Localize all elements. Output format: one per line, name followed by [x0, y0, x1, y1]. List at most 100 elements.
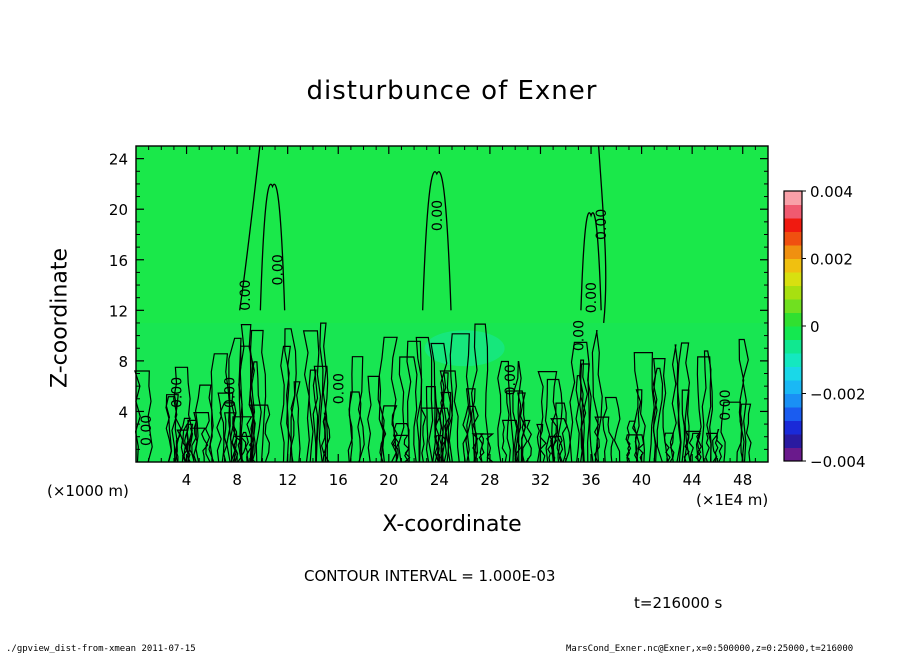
contour-line: [536, 423, 547, 463]
contour-line: [512, 361, 522, 463]
x-unit-label: (×1000 m): [47, 482, 129, 500]
time-text: t=216000 s: [634, 594, 723, 612]
contour-label: 0.00: [584, 282, 600, 313]
colorbar-segment: [784, 231, 802, 246]
colorbar-label: −0.004: [810, 453, 866, 471]
contour-line: [422, 171, 452, 311]
contour-line: [712, 429, 723, 463]
contour-line: [537, 371, 559, 463]
colorbar-segment: [784, 420, 802, 435]
contour-line: [175, 429, 189, 463]
contour-line: [320, 412, 331, 463]
colorbar-segment: [784, 434, 802, 448]
x-tick-label: 20: [379, 471, 398, 489]
contour-line: [239, 324, 255, 463]
contour-line: [602, 396, 621, 463]
y-tick-label: 20: [109, 201, 128, 219]
contour-line: [521, 419, 532, 463]
contour-line: [186, 427, 209, 463]
x-tick-label: 8: [232, 471, 242, 489]
colorbar-segment: [784, 258, 802, 273]
colorbar-segment: [784, 407, 802, 421]
colorbar-label: 0.004: [810, 183, 853, 201]
contour-line: [579, 359, 589, 463]
contour-line: [392, 434, 411, 463]
contour-line: [550, 418, 568, 463]
x-tick-label: 44: [683, 471, 702, 489]
contour-line: [625, 434, 645, 463]
contour-line: [626, 420, 639, 463]
contour-line: [406, 340, 423, 463]
contour-line: [701, 350, 712, 463]
contour-line: [367, 375, 385, 463]
contour-line: [569, 341, 590, 463]
chart-title: disturbunce of Exner: [306, 76, 598, 106]
contour-label: 0.00: [223, 377, 239, 408]
contour-label: 0.00: [718, 390, 734, 421]
contour-label: 0.00: [430, 200, 446, 231]
x-tick-label: 4: [182, 471, 192, 489]
contour-label: 0.00: [170, 377, 186, 408]
contour-label: 0.00: [271, 254, 287, 285]
contour-line: [633, 352, 655, 463]
contour-line: [379, 405, 398, 463]
contour-label: 0.00: [594, 209, 610, 240]
contour-lines: [134, 145, 752, 463]
contour-label: 0.00: [571, 320, 587, 351]
x-tick-label: 12: [278, 471, 297, 489]
contour-line: [318, 322, 329, 463]
contour-label: 0.00: [139, 415, 155, 446]
contour-line: [302, 330, 322, 463]
colorbar-segment: [784, 245, 802, 259]
contour-line: [575, 375, 585, 463]
contour-line: [194, 384, 215, 463]
contour-line: [308, 369, 319, 463]
contour-label: 0.00: [238, 280, 254, 311]
contour-line: [652, 358, 669, 463]
contour-line: [438, 391, 453, 463]
contour-line: [239, 145, 261, 311]
contour-line: [377, 336, 398, 463]
contour-line: [501, 419, 521, 463]
contour-line: [209, 353, 231, 463]
contour-line: [547, 435, 564, 463]
colorbar-segment: [784, 447, 802, 462]
x-tick-label: 28: [480, 471, 499, 489]
y-tick-label: 12: [109, 302, 128, 320]
colorbar-label: −0.002: [810, 386, 866, 404]
colorbar-label: 0: [810, 318, 820, 336]
contour-line: [544, 378, 563, 463]
contour-line: [634, 389, 646, 463]
contour-line: [280, 345, 292, 463]
colorbar-segment: [784, 312, 802, 327]
colorbar-segment: [784, 339, 802, 354]
contour-line: [440, 372, 452, 463]
field-patch: [424, 330, 505, 367]
colorbar-segment: [784, 353, 802, 367]
x-tick-label: 32: [531, 471, 550, 489]
contour-line: [165, 396, 178, 463]
contour-line: [415, 336, 434, 463]
contour-line: [290, 381, 301, 463]
y-tick-label: 4: [118, 403, 128, 421]
x-axis-label: X-coordinate: [382, 512, 522, 537]
x-tick-label: 16: [329, 471, 348, 489]
contour-line: [683, 430, 702, 463]
contour-line: [695, 356, 714, 463]
contour-line: [471, 433, 485, 463]
contour-line: [705, 432, 719, 463]
x-tick-label: 24: [430, 471, 449, 489]
contour-line: [738, 338, 749, 463]
footer-left: ./gpview_dist-from-xmean 2011-07-15: [6, 644, 196, 654]
y-tick-label: 24: [109, 151, 128, 169]
x-tick-label: 40: [632, 471, 651, 489]
y-tick-label: 8: [118, 353, 128, 371]
contour-line: [597, 145, 607, 324]
colorbar-segment: [784, 191, 802, 205]
colorbar-label: 0.002: [810, 251, 853, 269]
contour-line: [259, 183, 286, 311]
colorbar-segment: [784, 272, 802, 286]
contour-interval-text: CONTOUR INTERVAL = 1.000E-03: [304, 567, 556, 585]
contour-labels: 0.00 0.00 0.00 0.00 0.00 0.00 0.00 0.00 0.00 0.00…: [139, 200, 734, 446]
contour-line: [681, 389, 690, 463]
